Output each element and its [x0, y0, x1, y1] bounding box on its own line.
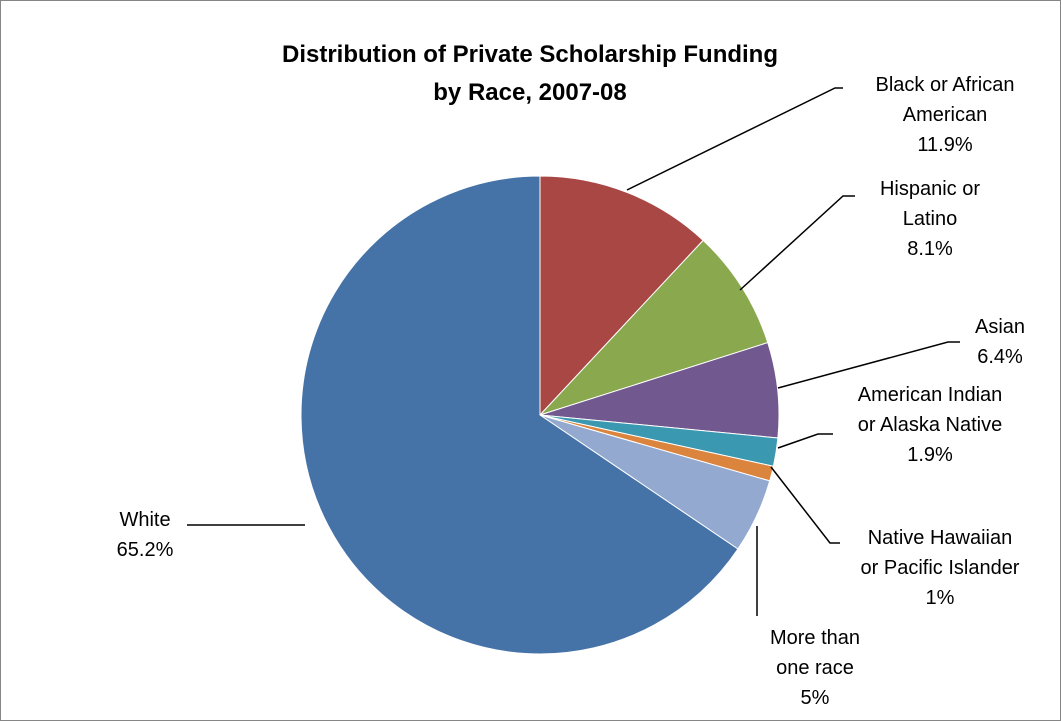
- label-hispanic-line2: Latino: [902, 208, 958, 230]
- label-asian-pct: 6.4%: [977, 346, 1023, 368]
- leader-line-black: [626, 87, 843, 191]
- label-hispanic-pct: 8.1%: [907, 238, 953, 260]
- label-asian: Asian 6.4%: [950, 312, 1050, 372]
- label-multi-pct: 5%: [800, 687, 830, 709]
- label-amindian-line2: or Alaska Native: [857, 414, 1003, 436]
- label-hawaiian-pct: 1%: [925, 587, 955, 609]
- chart-title-line1: Distribution of Private Scholarship Fund…: [281, 41, 779, 68]
- label-white-line1: White: [119, 509, 171, 531]
- chart-title-line2: by Race, 2007-08: [433, 79, 627, 106]
- label-black: Black or African American 11.9%: [835, 70, 1055, 160]
- label-amindian: American Indian or Alaska Native 1.9%: [830, 380, 1030, 470]
- label-hawaiian-line2: or Pacific Islander: [860, 557, 1020, 579]
- label-black-line1: Black or African: [875, 74, 1015, 96]
- pie-slice-white: [300, 175, 739, 655]
- pie-slices: [300, 175, 780, 655]
- label-multi-line2: one race: [776, 657, 854, 679]
- chart-title: Distribution of Private Scholarship Fund…: [260, 36, 800, 112]
- label-hawaiian: Native Hawaiian or Pacific Islander 1%: [835, 523, 1045, 613]
- label-multi: More than one race 5%: [745, 623, 885, 713]
- leader-line-amindian: [777, 433, 833, 449]
- label-amindian-line1: American Indian: [857, 384, 1003, 406]
- leader-lines: [187, 87, 960, 616]
- label-amindian-pct: 1.9%: [907, 444, 953, 466]
- label-white-pct: 65.2%: [116, 539, 174, 561]
- pie-slice-black-or-african-american: [539, 175, 704, 417]
- label-black-pct: 11.9%: [917, 134, 973, 156]
- label-black-line2: American: [902, 104, 988, 126]
- label-white: White 65.2%: [100, 505, 190, 565]
- leader-line-hawaiian: [770, 466, 840, 544]
- label-asian-line1: Asian: [974, 316, 1026, 338]
- label-multi-line1: More than: [769, 627, 861, 649]
- leader-line-hispanic: [739, 195, 855, 291]
- leader-line-asian: [777, 341, 960, 389]
- label-hispanic-line1: Hispanic or: [879, 178, 981, 200]
- label-hispanic: Hispanic or Latino 8.1%: [855, 174, 1005, 264]
- label-hawaiian-line1: Native Hawaiian: [867, 527, 1013, 549]
